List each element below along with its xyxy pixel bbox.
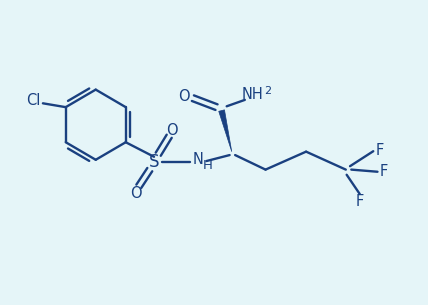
Text: N: N xyxy=(193,152,203,167)
Text: F: F xyxy=(356,194,364,209)
Polygon shape xyxy=(219,110,232,152)
Text: F: F xyxy=(380,164,388,179)
Text: NH: NH xyxy=(241,87,263,102)
Text: S: S xyxy=(149,153,159,171)
Text: O: O xyxy=(131,186,142,202)
Text: O: O xyxy=(166,123,178,138)
Text: F: F xyxy=(376,143,384,158)
Text: Cl: Cl xyxy=(26,93,40,108)
Text: 2: 2 xyxy=(265,86,272,96)
Text: O: O xyxy=(178,88,190,103)
Text: H: H xyxy=(202,159,212,172)
